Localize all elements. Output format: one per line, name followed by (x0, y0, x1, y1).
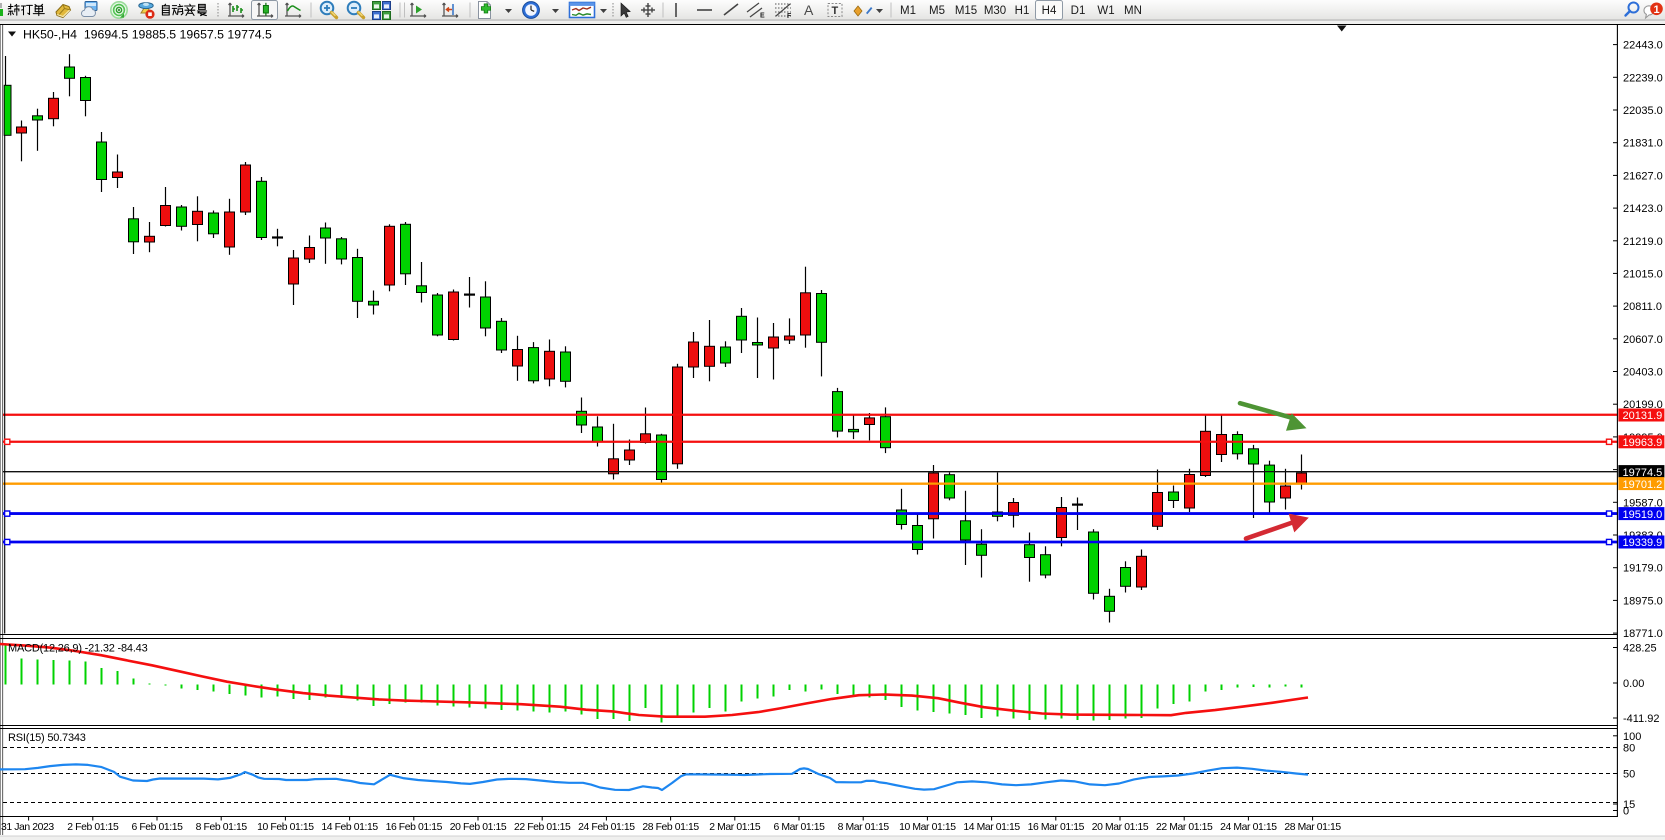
svg-text:19587.0: 19587.0 (1623, 497, 1663, 509)
svg-text:24 Feb 01:15: 24 Feb 01:15 (578, 822, 635, 833)
svg-text:428.25: 428.25 (1623, 643, 1657, 655)
svg-text:28 Mar 01:15: 28 Mar 01:15 (1284, 822, 1341, 833)
svg-text:HK50-,H4 19694.5 19885.5 1965: HK50-,H4 19694.5 19885.5 19657.5 19774.5 (23, 28, 272, 42)
svg-text:W1: W1 (1097, 5, 1114, 17)
svg-text:50: 50 (1623, 769, 1635, 781)
svg-text:8 Feb 01:15: 8 Feb 01:15 (196, 822, 248, 833)
svg-text:MN: MN (1124, 5, 1142, 17)
svg-text:14 Mar 01:15: 14 Mar 01:15 (963, 822, 1020, 833)
svg-text:22 Mar 01:15: 22 Mar 01:15 (1156, 822, 1213, 833)
svg-text:100: 100 (1623, 731, 1641, 743)
svg-text:10 Mar 01:15: 10 Mar 01:15 (899, 822, 956, 833)
svg-text:21015.0: 21015.0 (1623, 268, 1663, 280)
svg-text:21831.0: 21831.0 (1623, 138, 1663, 150)
svg-text:19179.0: 19179.0 (1623, 563, 1663, 575)
svg-text:18975.0: 18975.0 (1623, 595, 1663, 607)
svg-text:M15: M15 (955, 5, 977, 17)
svg-text:16 Feb 01:15: 16 Feb 01:15 (386, 822, 443, 833)
svg-text:20811.0: 20811.0 (1623, 301, 1662, 313)
svg-text:2 Feb 01:15: 2 Feb 01:15 (67, 822, 119, 833)
svg-text:19963.9: 19963.9 (1623, 437, 1663, 449)
svg-text:MACD(12,26,9) -21.32 -84.43: MACD(12,26,9) -21.32 -84.43 (8, 643, 148, 655)
svg-text:22239.0: 22239.0 (1623, 72, 1663, 84)
svg-text:21627.0: 21627.0 (1623, 170, 1663, 182)
svg-text:21423.0: 21423.0 (1623, 203, 1663, 215)
svg-text:19701.2: 19701.2 (1623, 479, 1663, 491)
svg-text:M30: M30 (984, 5, 1006, 17)
svg-text:0.00: 0.00 (1623, 678, 1644, 690)
svg-text:19519.0: 19519.0 (1623, 509, 1663, 521)
svg-text:22 Feb 01:15: 22 Feb 01:15 (514, 822, 571, 833)
svg-text:T: T (832, 5, 839, 17)
svg-text:16 Mar 01:15: 16 Mar 01:15 (1028, 822, 1085, 833)
svg-text:80: 80 (1623, 743, 1635, 755)
svg-text:19774.5: 19774.5 (1623, 467, 1663, 479)
svg-text:A: A (804, 2, 814, 18)
svg-text:20607.0: 20607.0 (1623, 334, 1663, 346)
svg-text:2 Mar 01:15: 2 Mar 01:15 (709, 822, 761, 833)
svg-text:10 Feb 01:15: 10 Feb 01:15 (257, 822, 314, 833)
svg-text:6 Feb 01:15: 6 Feb 01:15 (131, 822, 183, 833)
svg-text:1: 1 (1653, 4, 1659, 16)
svg-text:20 Mar 01:15: 20 Mar 01:15 (1092, 822, 1149, 833)
svg-text:22443.0: 22443.0 (1623, 40, 1663, 52)
svg-text:20131.9: 20131.9 (1623, 410, 1663, 422)
svg-text:M5: M5 (929, 5, 945, 17)
svg-text:15: 15 (1623, 799, 1635, 811)
svg-text:19339.9: 19339.9 (1623, 537, 1663, 549)
svg-text:H4: H4 (1042, 5, 1057, 17)
svg-text:18771.0: 18771.0 (1623, 628, 1663, 640)
svg-text:20199.0: 20199.0 (1623, 399, 1663, 411)
svg-text:20403.0: 20403.0 (1623, 367, 1663, 379)
svg-text:21219.0: 21219.0 (1623, 236, 1663, 248)
svg-text:20 Feb 01:15: 20 Feb 01:15 (450, 822, 507, 833)
svg-text:H1: H1 (1015, 5, 1030, 17)
svg-text:8 Mar 01:15: 8 Mar 01:15 (838, 822, 890, 833)
svg-text:6 Mar 01:15: 6 Mar 01:15 (773, 822, 825, 833)
svg-text:-411.92: -411.92 (1623, 713, 1660, 725)
svg-text:M1: M1 (900, 5, 916, 17)
svg-text:14 Feb 01:15: 14 Feb 01:15 (321, 822, 378, 833)
svg-text:31 Jan 2023: 31 Jan 2023 (1, 822, 54, 833)
svg-text:0: 0 (1623, 806, 1629, 818)
svg-text:F: F (787, 13, 792, 20)
svg-text:28 Feb 01:15: 28 Feb 01:15 (642, 822, 699, 833)
svg-text:RSI(15) 50.7343: RSI(15) 50.7343 (8, 732, 86, 744)
svg-text:24 Mar 01:15: 24 Mar 01:15 (1220, 822, 1277, 833)
svg-text:E: E (760, 13, 765, 20)
svg-text:D1: D1 (1071, 5, 1086, 17)
svg-text:22035.0: 22035.0 (1623, 105, 1663, 117)
